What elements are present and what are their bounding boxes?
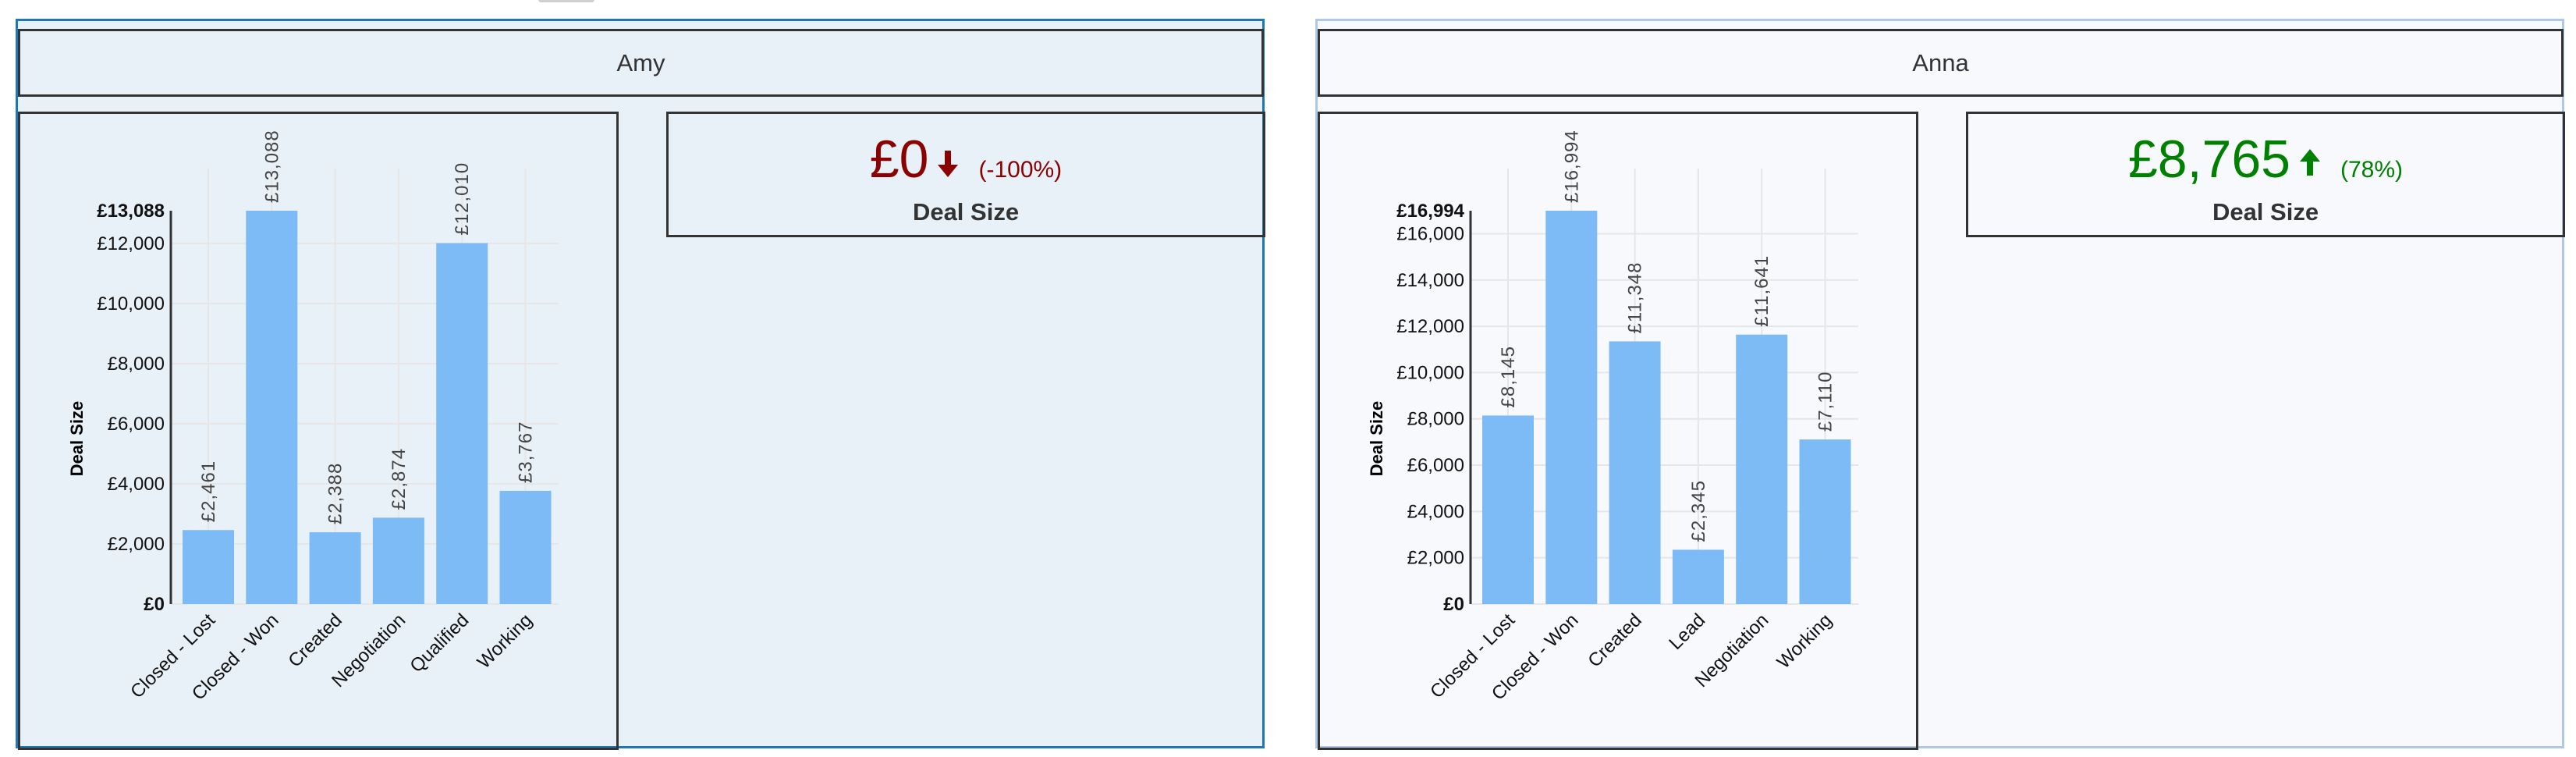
kpi-value: £0 <box>869 130 929 189</box>
y-tick-label: £0 <box>144 594 165 615</box>
y-tick-label: £12,000 <box>1396 316 1464 337</box>
y-tick-label: £8,000 <box>1407 409 1464 430</box>
bar[interactable] <box>499 490 552 604</box>
kpi-card: £0 (-100%) Deal Size <box>666 112 1265 237</box>
y-tick-label: £10,000 <box>97 293 165 315</box>
bar[interactable] <box>1672 549 1724 604</box>
y-tick-label: £4,000 <box>1407 501 1464 522</box>
kpi-value: £8,765 <box>2127 130 2290 189</box>
bar[interactable] <box>246 211 298 604</box>
bar-value-label: £12,010 <box>452 162 473 236</box>
panel-amy[interactable]: Amy £0 £2,000 £4,000 £6,000 £8,000 £10,000 £12… <box>16 19 1265 750</box>
y-tick-label: £4,000 <box>108 474 165 495</box>
bar[interactable] <box>436 243 488 604</box>
bar[interactable] <box>1609 341 1661 604</box>
bar[interactable] <box>309 532 361 604</box>
y-tick-label: £2,000 <box>108 534 165 555</box>
panel-title: Anna <box>1318 29 2564 97</box>
bar-chart-card: £0 £2,000 £4,000 £6,000 £8,000 £10,000 £12,000… <box>18 112 619 750</box>
kpi-label: Deal Size <box>912 198 1020 226</box>
bar[interactable] <box>372 517 424 604</box>
bar-value-label: £16,994 <box>1561 130 1582 203</box>
y-tick-label: £14,000 <box>1396 270 1464 291</box>
y-tick-label: £6,000 <box>1407 455 1464 476</box>
bar-value-label: £2,345 <box>1688 480 1709 542</box>
bar-value-label: £2,388 <box>325 463 346 524</box>
bar-value-label: £2,461 <box>198 460 219 522</box>
y-tick-label: £10,000 <box>1396 362 1464 383</box>
drag-handle[interactable] <box>538 0 594 2</box>
x-tick-label: Working <box>1773 610 1836 673</box>
x-tick-label: Qualified <box>406 610 473 677</box>
bar-value-label: £3,767 <box>516 421 537 483</box>
bar[interactable] <box>1482 415 1534 604</box>
bar[interactable] <box>1736 334 1788 604</box>
y-tick-label: £12,000 <box>97 233 165 254</box>
y-tick-label: £6,000 <box>108 414 165 435</box>
y-axis-title: Deal Size <box>67 401 87 477</box>
kpi-change: (-100%) <box>978 157 1063 183</box>
kpi-label: Deal Size <box>2212 198 2319 226</box>
bar-value-label: £11,641 <box>1751 255 1772 327</box>
y-tick-label: £13,088 <box>97 201 165 222</box>
bar[interactable] <box>183 530 234 604</box>
kpi-change: (78%) <box>2340 157 2403 183</box>
y-tick-label: £16,994 <box>1396 201 1464 222</box>
panel-anna[interactable]: Anna £0 £2,000 £4,000 £6,000 £8,000 £10,000 £1… <box>1315 19 2565 750</box>
y-axis-title: Deal Size <box>1367 401 1386 477</box>
bar-value-label: £8,145 <box>1498 346 1519 407</box>
bar-chart-card: £0 £2,000 £4,000 £6,000 £8,000 £10,000 £12,000… <box>1318 112 1918 750</box>
x-tick-label: Lead <box>1665 610 1709 654</box>
arrow-up-icon <box>2298 147 2322 179</box>
bar-value-label: £2,874 <box>389 448 410 510</box>
x-tick-label: Working <box>474 610 537 673</box>
x-tick-label: Created <box>1584 610 1645 671</box>
y-tick-label: £16,000 <box>1396 223 1464 244</box>
kpi-card: £8,765 (78%) Deal Size <box>1966 112 2565 237</box>
bar[interactable] <box>1799 439 1851 604</box>
y-tick-label: £2,000 <box>1407 548 1464 569</box>
arrow-down-icon <box>936 147 960 179</box>
bar-value-label: £11,348 <box>1625 261 1646 333</box>
y-tick-label: £0 <box>1443 594 1464 615</box>
bar-chart: £0 £2,000 £4,000 £6,000 £8,000 £10,000 £12,000… <box>67 130 559 705</box>
panel-title: Amy <box>18 29 1264 97</box>
bar-value-label: £7,110 <box>1815 371 1836 432</box>
bar-chart: £0 £2,000 £4,000 £6,000 £8,000 £10,000 £12,000… <box>1367 130 1858 705</box>
x-tick-label: Created <box>284 610 346 671</box>
y-tick-label: £8,000 <box>108 354 165 375</box>
bar[interactable] <box>1545 211 1598 604</box>
bar-value-label: £13,088 <box>261 130 282 203</box>
